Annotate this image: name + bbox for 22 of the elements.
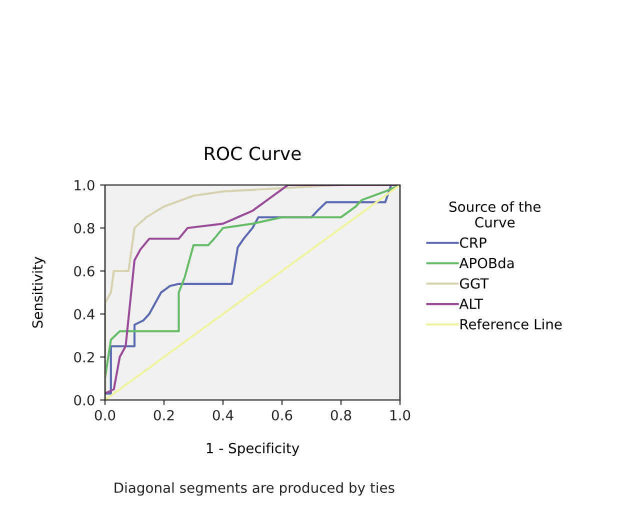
x-tick-label: 0.4 <box>212 410 234 420</box>
x-tick-label: 0.2 <box>154 410 174 420</box>
y-tick-label: 0.6 <box>74 266 94 276</box>
legend-label: Reference Line <box>460 318 562 330</box>
y-tick-label: 0.4 <box>74 308 94 320</box>
x-axis-title: 1 - Specificity <box>206 442 300 456</box>
y-tick-label: 0.0 <box>74 394 94 406</box>
legend-label: APOBda <box>459 258 514 268</box>
chart-title: ROC Curve <box>205 146 301 160</box>
legend-label: ALT <box>459 298 484 309</box>
text: Diagonal segments are produced by ties <box>114 482 394 496</box>
y-axis-title: Sensitivity <box>32 256 46 328</box>
x-tick-label: 1.0 <box>390 410 410 420</box>
legend-title: Source of the Curve <box>449 201 540 228</box>
legend-label: GGT <box>460 278 489 289</box>
x-tick-label: 0.8 <box>330 410 352 420</box>
x-tick-label: 0.6 <box>272 410 292 420</box>
y-tick-label: 0.2 <box>74 352 94 362</box>
y-tick-label: 1.0 <box>74 180 94 190</box>
legend-label: CRP <box>460 237 486 248</box>
y-tick-label: 0.8 <box>74 222 94 234</box>
x-tick-label: 0.0 <box>94 410 116 420</box>
